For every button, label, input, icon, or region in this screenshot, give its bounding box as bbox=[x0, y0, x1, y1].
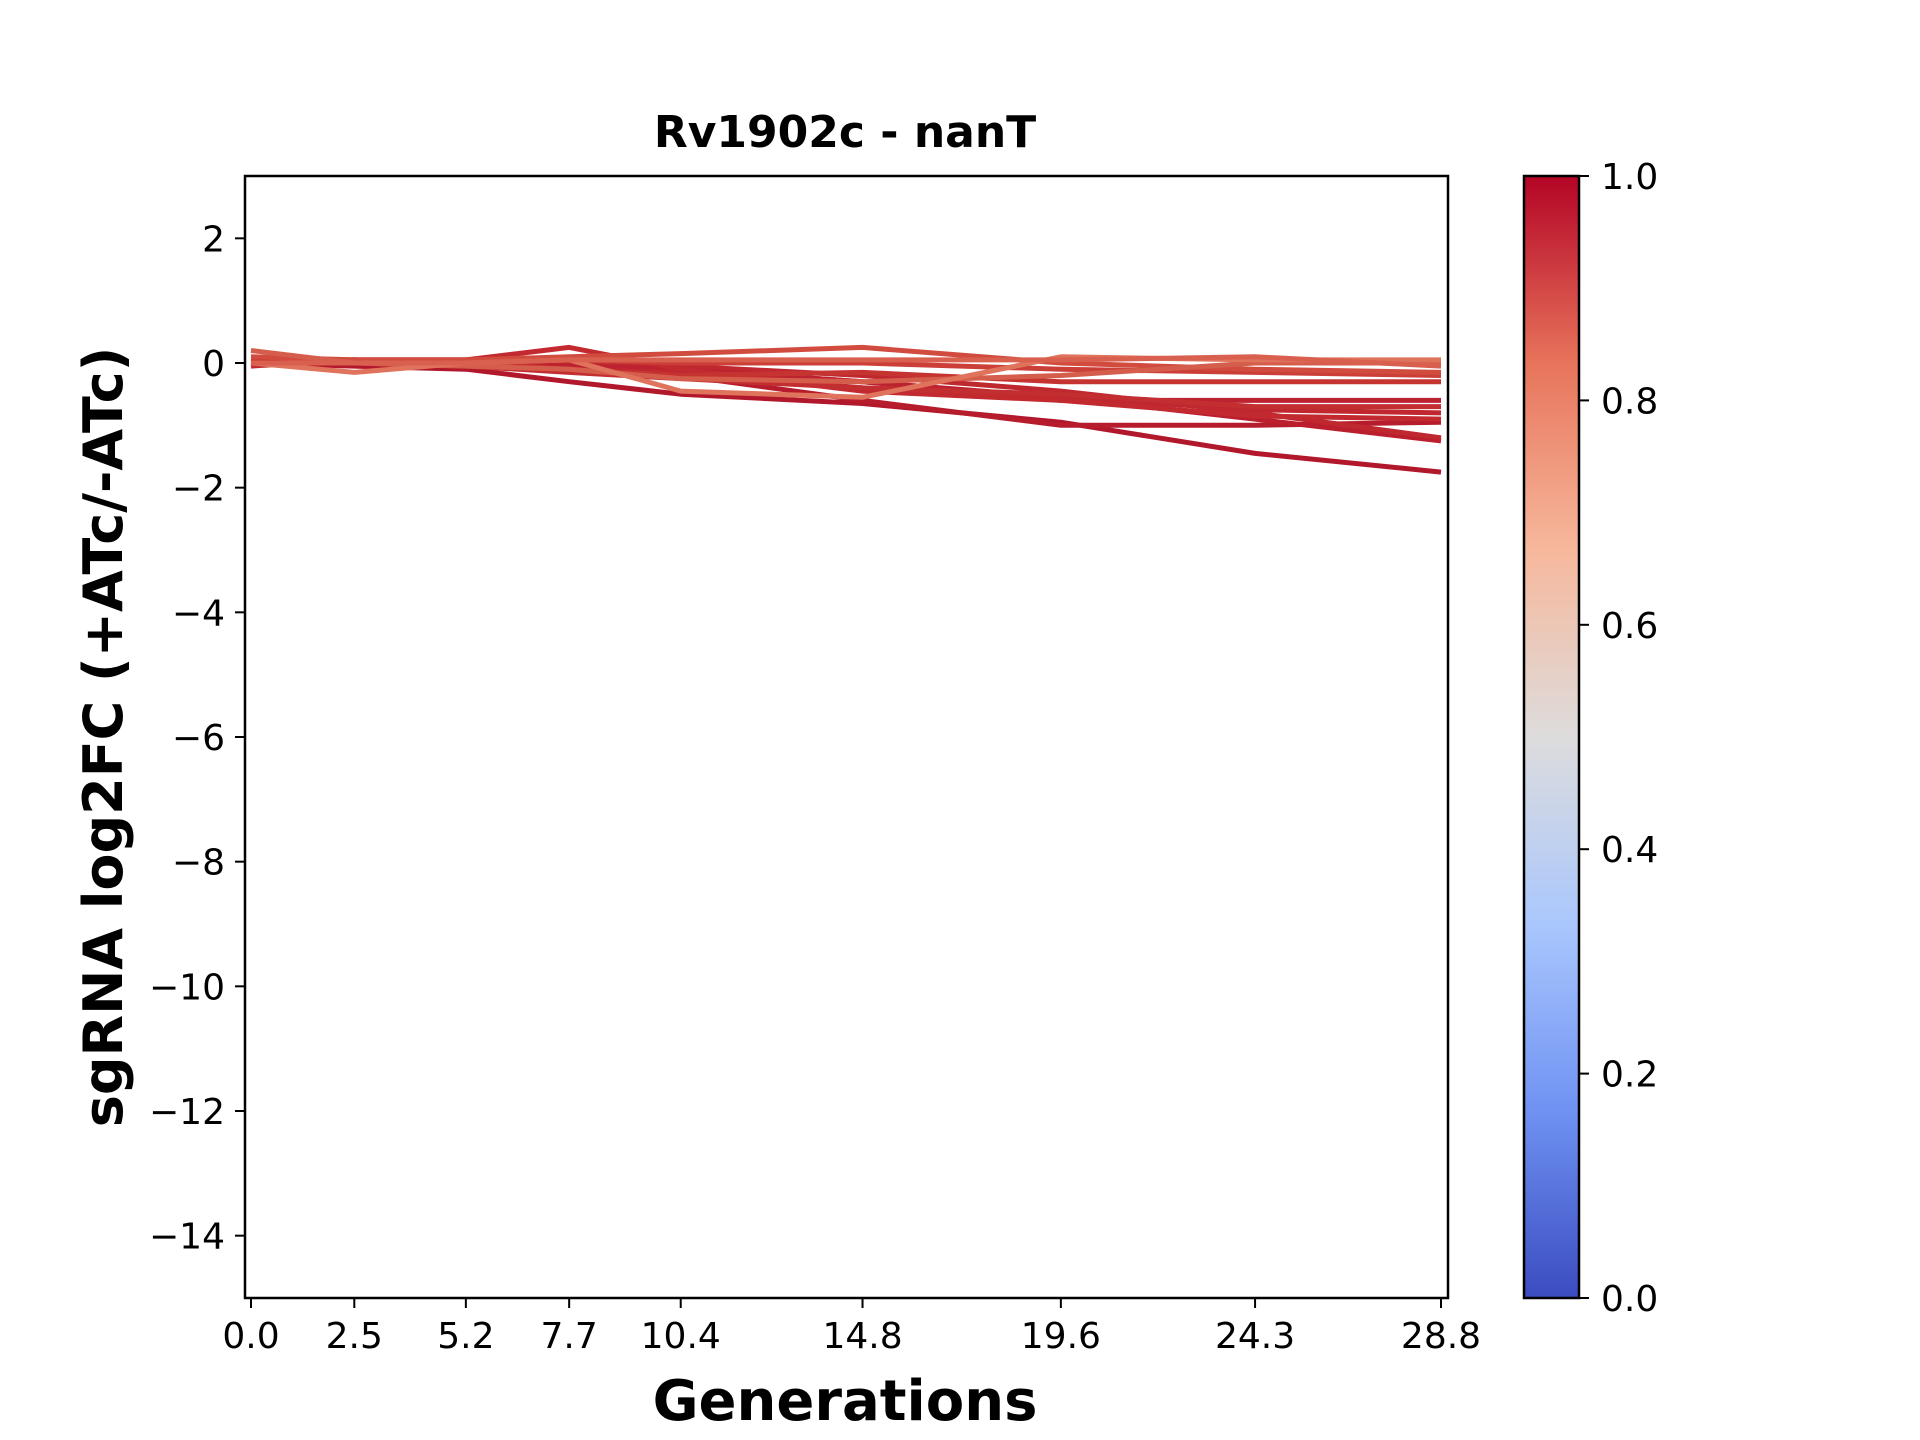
y-tick-label: −10 bbox=[149, 967, 225, 1008]
x-tick-label: 19.6 bbox=[1021, 1316, 1101, 1357]
y-tick-label: −14 bbox=[149, 1217, 225, 1258]
y-tick-label: −4 bbox=[172, 593, 225, 634]
colorbar-tick-label: 0.0 bbox=[1601, 1279, 1658, 1320]
y-tick-label: −8 bbox=[172, 843, 225, 884]
x-axis-title: Generations bbox=[653, 1369, 1038, 1434]
series-line-14 bbox=[251, 354, 1442, 369]
y-tick-label: 0 bbox=[202, 344, 225, 385]
colorbar-tick-label: 0.6 bbox=[1601, 606, 1658, 647]
y-axis-title: sgRNA log2FC (+ATc/-ATc) bbox=[72, 347, 135, 1128]
y-tick-label: −2 bbox=[172, 469, 225, 510]
series-lines bbox=[250, 344, 1442, 475]
x-tick-label: 14.8 bbox=[822, 1316, 902, 1357]
colorbar bbox=[1522, 174, 1581, 1300]
x-tick-label: 2.5 bbox=[326, 1316, 383, 1357]
colorbar-tick-label: 0.8 bbox=[1601, 381, 1658, 422]
colorbar-tick-label: 0.4 bbox=[1601, 830, 1658, 871]
x-tick-label: 7.7 bbox=[541, 1316, 598, 1357]
y-axis: 2 0 −2 −4 −6 −8 −10 −12 −14 bbox=[149, 219, 245, 1258]
x-axis: 0.0 2.5 5.2 7.7 10.4 14.8 19.6 24.3 28.8 bbox=[222, 1298, 1481, 1357]
colorbar-tick-label: 1.0 bbox=[1601, 157, 1658, 198]
y-tick-label: −12 bbox=[149, 1092, 225, 1133]
x-tick-label: 10.4 bbox=[641, 1316, 721, 1357]
chart-title: Rv1902c - nanT bbox=[654, 107, 1036, 158]
colorbar-axis: 1.0 0.8 0.6 0.4 0.2 0.0 bbox=[1579, 157, 1658, 1320]
colorbar-tick-label: 0.2 bbox=[1601, 1055, 1658, 1096]
y-tick-label: −6 bbox=[172, 718, 225, 759]
x-tick-label: 5.2 bbox=[437, 1316, 494, 1357]
x-tick-label: 0.0 bbox=[222, 1316, 279, 1357]
y-tick-label: 2 bbox=[202, 219, 225, 260]
x-tick-label: 24.3 bbox=[1215, 1316, 1295, 1357]
plot-frame bbox=[243, 174, 1450, 1300]
x-tick-label: 28.8 bbox=[1401, 1316, 1481, 1357]
